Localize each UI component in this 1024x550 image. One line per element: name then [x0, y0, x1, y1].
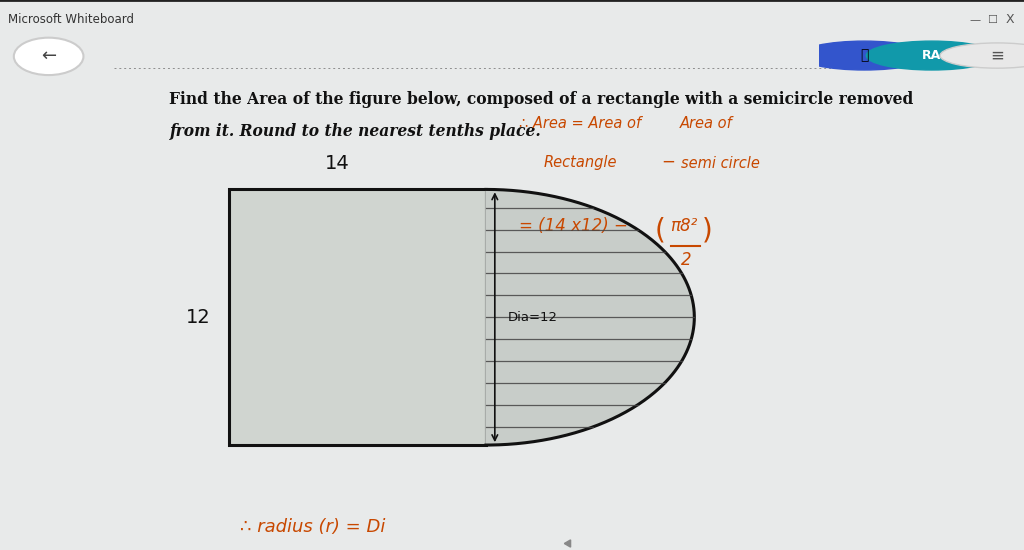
Text: X: X	[1006, 13, 1014, 26]
Text: = (14 x12) −: = (14 x12) −	[519, 217, 629, 235]
Circle shape	[940, 43, 1024, 68]
Text: Microsoft Whiteboard: Microsoft Whiteboard	[8, 13, 134, 26]
Text: (: (	[655, 217, 666, 245]
Text: from it. Round to the nearest tenths place.: from it. Round to the nearest tenths pla…	[170, 123, 542, 140]
Text: ∴ radius (r) = Di: ∴ radius (r) = Di	[241, 518, 386, 536]
Text: Dia=12: Dia=12	[508, 311, 558, 324]
Text: Rectangle: Rectangle	[544, 155, 617, 170]
Text: 👤: 👤	[860, 48, 868, 63]
Text: ≡: ≡	[990, 47, 1005, 64]
Text: 2: 2	[681, 251, 691, 269]
Text: Area of: Area of	[680, 117, 732, 131]
Text: 12: 12	[185, 308, 211, 327]
Text: semi circle: semi circle	[681, 156, 760, 171]
Polygon shape	[485, 189, 694, 445]
Circle shape	[799, 41, 930, 70]
Text: ←: ←	[41, 46, 56, 64]
Text: ☐: ☐	[987, 15, 997, 25]
Text: −: −	[660, 153, 675, 171]
Bar	[229, 189, 485, 445]
Text: 14: 14	[325, 155, 349, 173]
Text: ∴ Area = Area of: ∴ Area = Area of	[519, 117, 641, 131]
Circle shape	[13, 37, 84, 75]
Text: π8²: π8²	[671, 217, 697, 235]
Text: —: —	[970, 15, 981, 25]
Text: Find the Area of the figure below, composed of a rectangle with a semicircle rem: Find the Area of the figure below, compo…	[170, 91, 913, 108]
Text: ): )	[701, 217, 713, 245]
Circle shape	[866, 41, 997, 70]
Text: RA: RA	[923, 49, 941, 62]
